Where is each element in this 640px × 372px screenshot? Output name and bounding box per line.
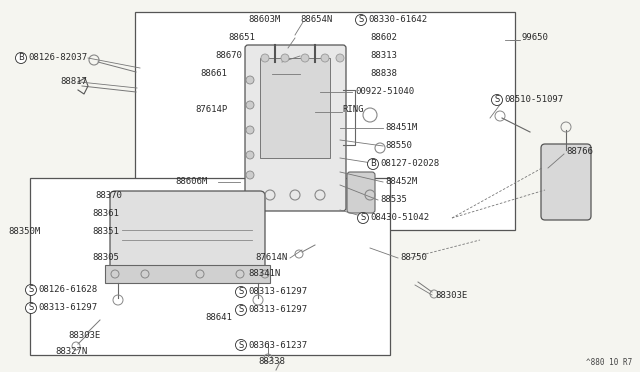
Text: S: S bbox=[238, 305, 244, 314]
Text: 88766: 88766 bbox=[566, 148, 593, 157]
Circle shape bbox=[336, 54, 344, 62]
Text: S: S bbox=[358, 16, 364, 25]
Text: 08510-51097: 08510-51097 bbox=[504, 96, 563, 105]
FancyBboxPatch shape bbox=[541, 144, 591, 220]
Text: 88602: 88602 bbox=[370, 33, 397, 42]
Text: 88603M: 88603M bbox=[248, 16, 280, 25]
FancyBboxPatch shape bbox=[245, 45, 346, 211]
Circle shape bbox=[246, 101, 254, 109]
Text: 88303E: 88303E bbox=[435, 291, 467, 299]
Text: S: S bbox=[238, 288, 244, 296]
Circle shape bbox=[301, 54, 309, 62]
Bar bbox=[260, 58, 330, 158]
Text: 08363-61237: 08363-61237 bbox=[248, 340, 307, 350]
Text: 88550: 88550 bbox=[385, 141, 412, 151]
Text: 88817: 88817 bbox=[60, 77, 87, 87]
Circle shape bbox=[321, 54, 329, 62]
Circle shape bbox=[246, 126, 254, 134]
Text: S: S bbox=[360, 214, 365, 222]
Text: 87614P: 87614P bbox=[195, 106, 227, 115]
Bar bbox=[105, 265, 270, 283]
Text: 88351: 88351 bbox=[92, 228, 119, 237]
Text: 88327N: 88327N bbox=[55, 347, 87, 356]
Text: 88451M: 88451M bbox=[385, 124, 417, 132]
Circle shape bbox=[281, 54, 289, 62]
Text: S: S bbox=[28, 285, 34, 295]
Text: 08330-61642: 08330-61642 bbox=[368, 16, 427, 25]
Text: 88606M: 88606M bbox=[175, 177, 207, 186]
Text: 88313: 88313 bbox=[370, 51, 397, 61]
Text: 88661: 88661 bbox=[200, 70, 227, 78]
Text: ^880 10 R7: ^880 10 R7 bbox=[586, 358, 632, 367]
Text: 00922-51040: 00922-51040 bbox=[355, 87, 414, 96]
Text: 88350M: 88350M bbox=[8, 228, 40, 237]
Text: RING: RING bbox=[342, 106, 364, 115]
Text: 88452M: 88452M bbox=[385, 177, 417, 186]
Text: 88651: 88651 bbox=[228, 33, 255, 42]
Text: 88341N: 88341N bbox=[248, 269, 280, 279]
FancyBboxPatch shape bbox=[110, 191, 265, 276]
FancyBboxPatch shape bbox=[347, 172, 375, 213]
Text: 88305: 88305 bbox=[92, 253, 119, 263]
Text: 88838: 88838 bbox=[370, 70, 397, 78]
Text: 88535: 88535 bbox=[380, 196, 407, 205]
Text: 88654N: 88654N bbox=[300, 16, 332, 25]
Text: 88641: 88641 bbox=[205, 314, 232, 323]
Text: 88338: 88338 bbox=[258, 357, 285, 366]
Text: B: B bbox=[370, 160, 376, 169]
Text: 08313-61297: 08313-61297 bbox=[38, 304, 97, 312]
Text: 08126-61628: 08126-61628 bbox=[38, 285, 97, 295]
Text: 99650: 99650 bbox=[522, 33, 549, 42]
Text: B: B bbox=[18, 54, 24, 62]
Text: S: S bbox=[238, 340, 244, 350]
Bar bbox=[30, 178, 390, 355]
Circle shape bbox=[246, 171, 254, 179]
Text: 08313-61297: 08313-61297 bbox=[248, 288, 307, 296]
Text: 08126-82037: 08126-82037 bbox=[28, 54, 87, 62]
Text: 88303E: 88303E bbox=[68, 330, 100, 340]
Text: S: S bbox=[28, 304, 34, 312]
Text: 88670: 88670 bbox=[215, 51, 242, 61]
Text: 87614N: 87614N bbox=[255, 253, 287, 263]
Text: 88361: 88361 bbox=[92, 209, 119, 218]
Text: 88370: 88370 bbox=[95, 192, 122, 201]
Text: 08313-61297: 08313-61297 bbox=[248, 305, 307, 314]
Text: S: S bbox=[494, 96, 500, 105]
Text: 08127-02028: 08127-02028 bbox=[380, 160, 439, 169]
Circle shape bbox=[261, 54, 269, 62]
Circle shape bbox=[246, 76, 254, 84]
Text: 88750: 88750 bbox=[400, 253, 427, 263]
Text: 08430-51042: 08430-51042 bbox=[370, 214, 429, 222]
Circle shape bbox=[246, 151, 254, 159]
Bar bbox=[135, 12, 515, 230]
